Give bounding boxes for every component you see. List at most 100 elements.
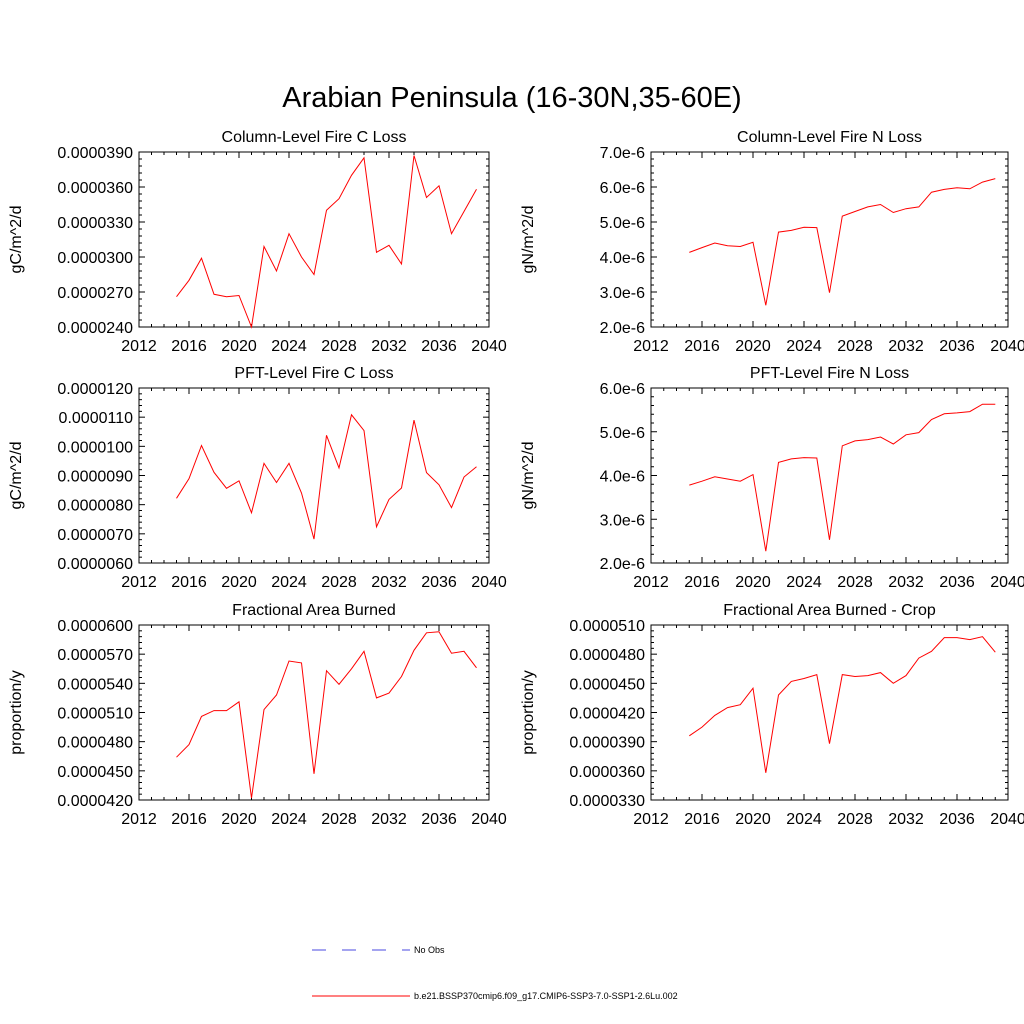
y-tick-label: 6.0e-6	[600, 180, 645, 197]
panel-title: PFT-Level Fire N Loss	[750, 365, 909, 382]
x-tick-label: 2016	[171, 338, 207, 355]
y-tick-label: 0.0000330	[57, 215, 133, 232]
x-tick-label: 2028	[837, 338, 873, 355]
x-tick-label: 2040	[990, 338, 1024, 355]
x-tick-label: 2024	[271, 811, 307, 828]
series-line-model	[176, 155, 477, 329]
legend-item-obs: No Obs	[312, 945, 445, 955]
x-tick-label: 2032	[888, 338, 924, 355]
x-tick-label: 2012	[633, 338, 669, 355]
x-tick-label: 2028	[837, 574, 873, 591]
x-tick-label: 2016	[684, 338, 720, 355]
series-line-model	[176, 631, 477, 799]
x-tick-label: 2016	[171, 811, 207, 828]
series-line-model	[689, 636, 996, 773]
x-tick-label: 2036	[421, 574, 457, 591]
x-tick-label: 2012	[121, 811, 157, 828]
x-tick-label: 2020	[735, 338, 771, 355]
chart-panel-6: Fractional Area Burned - Crop proportion/…	[520, 602, 1024, 828]
y-tick-label: 3.0e-6	[600, 285, 645, 302]
panel-title: Column-Level Fire N Loss	[737, 129, 922, 146]
y-tick-label: 0.0000390	[569, 735, 645, 752]
y-tick-label: 0.0000100	[57, 439, 133, 456]
x-tick-label: 2024	[786, 574, 822, 591]
x-tick-label: 2028	[321, 811, 357, 828]
y-axis-title: gN/m^2/d	[520, 442, 537, 510]
panels: Column-Level Fire C Loss gC/m^2/d 2012 2016…	[8, 129, 1024, 828]
y-tick-label: 0.0000450	[569, 676, 645, 693]
y-tick-label: 5.0e-6	[600, 425, 645, 442]
x-tick-label: 2024	[271, 338, 307, 355]
y-tick-label: 0.0000270	[57, 285, 133, 302]
panel-title: Fractional Area Burned - Crop	[723, 602, 936, 619]
x-tick-label: 2016	[171, 574, 207, 591]
y-tick-label: 2.0e-6	[600, 320, 645, 337]
y-axis-title: gN/m^2/d	[520, 206, 537, 274]
y-tick-label: 0.0000070	[57, 527, 133, 544]
y-tick-label: 0.0000300	[57, 250, 133, 267]
chart-panel-2: Column-Level Fire N Loss gN/m^2/d 2012 2016…	[520, 129, 1024, 355]
x-tick-label: 2012	[121, 574, 157, 591]
x-tick-label: 2032	[371, 811, 407, 828]
legend: No Obs b.e21.BSSP370cmip6.f09_g17.CMIP6-…	[312, 945, 678, 1001]
y-axis-title: gC/m^2/d	[8, 442, 25, 510]
chart-panel-1: Column-Level Fire C Loss gC/m^2/d 2012 2016…	[8, 129, 507, 355]
plot-frame	[650, 151, 1009, 328]
x-tick-label: 2036	[939, 574, 975, 591]
y-tick-label: 5.0e-6	[600, 215, 645, 232]
chart-panel-5: Fractional Area Burned proportion/y 2012 20…	[8, 602, 507, 828]
x-tick-label: 2012	[121, 338, 157, 355]
y-tick-label: 0.0000120	[57, 381, 133, 398]
x-tick-label: 2012	[633, 811, 669, 828]
y-axis-title: gC/m^2/d	[8, 206, 25, 274]
y-tick-label: 7.0e-6	[600, 145, 645, 162]
x-tick-label: 2028	[321, 338, 357, 355]
y-tick-label: 4.0e-6	[600, 469, 645, 486]
y-tick-label: 0.0000540	[57, 676, 133, 693]
y-tick-label: 6.0e-6	[600, 381, 645, 398]
x-tick-label: 2012	[633, 574, 669, 591]
x-tick-label: 2020	[221, 574, 257, 591]
y-tick-label: 0.0000360	[569, 764, 645, 781]
y-tick-label: 3.0e-6	[600, 512, 645, 529]
panel-title: PFT-Level Fire C Loss	[234, 365, 393, 382]
y-tick-label: 0.0000510	[57, 706, 133, 723]
x-tick-label: 2020	[221, 811, 257, 828]
legend-label-model: b.e21.BSSP370cmip6.f09_g17.CMIP6-SSP3-7.…	[414, 991, 678, 1001]
y-tick-label: 0.0000080	[57, 498, 133, 515]
series-line-model	[176, 413, 477, 540]
y-tick-label: 0.0000110	[59, 410, 134, 427]
x-tick-label: 2040	[471, 338, 507, 355]
plot-frame	[650, 624, 1009, 801]
plot-frame	[138, 151, 490, 328]
x-tick-label: 2024	[786, 338, 822, 355]
x-tick-label: 2028	[321, 574, 357, 591]
y-tick-label: 4.0e-6	[600, 250, 645, 267]
y-tick-label: 0.0000360	[57, 180, 133, 197]
series-line-model	[689, 178, 996, 306]
y-tick-label: 0.0000390	[57, 145, 133, 162]
y-tick-label: 0.0000060	[57, 556, 133, 573]
x-tick-label: 2036	[939, 338, 975, 355]
x-tick-label: 2032	[371, 574, 407, 591]
chart-panel-3: PFT-Level Fire C Loss gC/m^2/d 2012 2016 202…	[8, 365, 507, 591]
x-tick-label: 2016	[684, 574, 720, 591]
y-tick-label: 0.0000330	[569, 793, 645, 810]
x-tick-label: 2024	[786, 811, 822, 828]
x-tick-label: 2036	[421, 338, 457, 355]
y-axis-title: proportion/y	[520, 670, 537, 755]
panel-title: Fractional Area Burned	[232, 602, 396, 619]
legend-item-model: b.e21.BSSP370cmip6.f09_g17.CMIP6-SSP3-7.…	[312, 991, 678, 1001]
y-tick-label: 0.0000510	[569, 618, 645, 635]
x-tick-label: 2040	[990, 574, 1024, 591]
y-tick-label: 0.0000420	[569, 706, 645, 723]
x-tick-label: 2028	[837, 811, 873, 828]
x-tick-label: 2016	[684, 811, 720, 828]
x-tick-label: 2040	[471, 574, 507, 591]
y-tick-label: 0.0000420	[57, 793, 133, 810]
x-tick-label: 2032	[371, 338, 407, 355]
figure-title: Arabian Peninsula (16-30N,35-60E)	[282, 82, 741, 114]
x-tick-label: 2040	[990, 811, 1024, 828]
y-axis-title: proportion/y	[8, 670, 25, 755]
